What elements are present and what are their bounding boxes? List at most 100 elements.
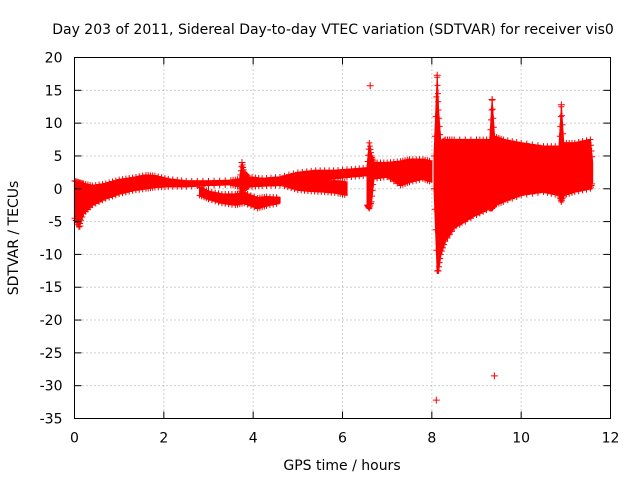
data-point: [444, 235, 451, 241]
data-point: [467, 136, 474, 143]
data-point: [89, 202, 96, 209]
data-point: [273, 200, 280, 207]
data-point: [431, 152, 438, 159]
data-point: [384, 173, 391, 180]
data-point: [504, 197, 511, 204]
data-point: [441, 241, 448, 248]
grid-lines: [74, 57, 611, 419]
data-point: [588, 148, 595, 155]
data-point: [431, 133, 438, 140]
outlier-point: [433, 71, 441, 79]
data-point: [552, 191, 559, 198]
data-point: [112, 177, 119, 184]
data-point: [109, 193, 116, 200]
data-point: [390, 178, 397, 185]
data-point: [205, 196, 212, 203]
data-point: [579, 187, 586, 194]
data-point: [270, 201, 277, 208]
data-point: [212, 198, 219, 205]
data-point: [437, 251, 444, 258]
data-point: [437, 131, 444, 138]
data-band-5: [433, 76, 594, 272]
y-tick-label: 15: [45, 83, 63, 99]
data-point: [112, 192, 119, 199]
y-tick-label: -20: [40, 313, 63, 329]
x-tick-label: 12: [602, 431, 620, 447]
data-point: [387, 176, 394, 183]
data-point: [426, 157, 433, 164]
data-point: [369, 187, 376, 194]
data-point: [434, 82, 441, 89]
chart-title: Day 203 of 2011, Sidereal Day-to-day VTE…: [52, 22, 614, 38]
data-point: [442, 238, 449, 245]
data-point: [440, 244, 446, 251]
data-point: [435, 107, 442, 114]
x-tick-label: 6: [338, 431, 347, 447]
data-point: [215, 199, 222, 206]
data-point: [102, 180, 109, 187]
data-point: [434, 90, 441, 97]
data-point: [571, 139, 578, 146]
data-point: [589, 180, 596, 187]
outlier-point: [490, 372, 498, 380]
data-point: [139, 172, 146, 179]
data-point: [79, 213, 86, 220]
y-tick-label: -15: [40, 280, 63, 296]
data-point: [211, 182, 218, 189]
y-axis-label: SDTVAR / TECUs: [6, 181, 22, 296]
data-point: [490, 115, 497, 122]
data-point: [435, 267, 442, 274]
data-point: [529, 190, 536, 197]
y-tick-label: -10: [40, 247, 63, 263]
data-point: [441, 137, 448, 144]
data-point: [544, 189, 551, 196]
data-point: [462, 218, 469, 225]
data-point: [523, 140, 530, 147]
data-point: [370, 181, 377, 188]
data-point: [251, 204, 258, 211]
x-axis-label: GPS time / hours: [283, 458, 400, 474]
data-point: [247, 202, 254, 209]
y-tick-labels: 20 15 10 5 0 -5 -10 -15 -20 -25 -30 -35: [40, 51, 63, 428]
data-point: [556, 143, 563, 150]
y-tick-label: -30: [40, 379, 63, 395]
data-point: [490, 124, 497, 131]
data-point: [205, 182, 212, 189]
data-point: [433, 247, 440, 254]
data-point: [480, 208, 487, 215]
data-point: [132, 173, 139, 180]
data-point: [281, 183, 288, 190]
data-point: [273, 194, 280, 201]
data-point: [575, 139, 582, 146]
data-point: [409, 178, 416, 185]
data-point: [476, 210, 483, 217]
data-point: [431, 185, 438, 192]
data-point: [78, 217, 85, 224]
data-point: [237, 167, 244, 174]
data-point: [556, 133, 563, 140]
data-point: [436, 123, 443, 130]
data-point: [366, 139, 373, 146]
x-tick-label: 10: [512, 431, 530, 447]
data-point: [473, 212, 480, 219]
data-point: [488, 107, 495, 114]
data-point: [194, 177, 201, 184]
data-point: [589, 153, 596, 160]
data-point: [438, 248, 445, 255]
y-tick-label: 0: [54, 182, 63, 198]
data-point: [433, 93, 440, 100]
data-point: [366, 143, 373, 150]
y-tick-label: 5: [54, 149, 63, 165]
data-point: [560, 192, 567, 199]
data-point: [513, 139, 520, 146]
data-point: [215, 190, 222, 197]
data-point: [487, 126, 494, 133]
data-point: [486, 136, 493, 143]
data-point: [436, 115, 443, 122]
x-tick-label: 2: [159, 431, 168, 447]
data-point: [199, 182, 206, 189]
data-point: [456, 221, 463, 228]
data-point: [568, 189, 575, 196]
